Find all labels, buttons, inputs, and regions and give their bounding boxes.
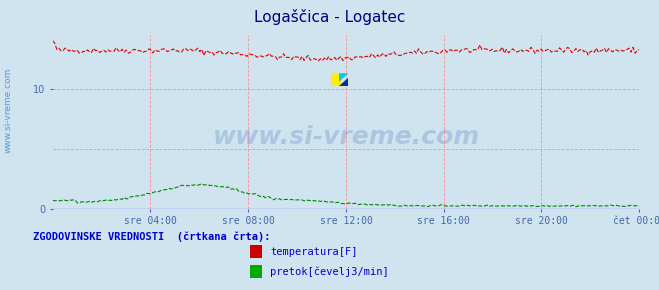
Bar [331, 73, 341, 86]
Text: www.si-vreme.com: www.si-vreme.com [3, 68, 13, 153]
Text: Logaščica - Logatec: Logaščica - Logatec [254, 9, 405, 25]
Text: ZGODOVINSKE VREDNOSTI  (črtkana črta):: ZGODOVINSKE VREDNOSTI (črtkana črta): [33, 232, 270, 242]
Text: www.si-vreme.com: www.si-vreme.com [212, 125, 480, 149]
Text: pretok[čevelj3/min]: pretok[čevelj3/min] [270, 267, 389, 277]
Polygon shape [339, 78, 349, 86]
Polygon shape [339, 73, 349, 82]
Text: temperatura[F]: temperatura[F] [270, 247, 358, 257]
